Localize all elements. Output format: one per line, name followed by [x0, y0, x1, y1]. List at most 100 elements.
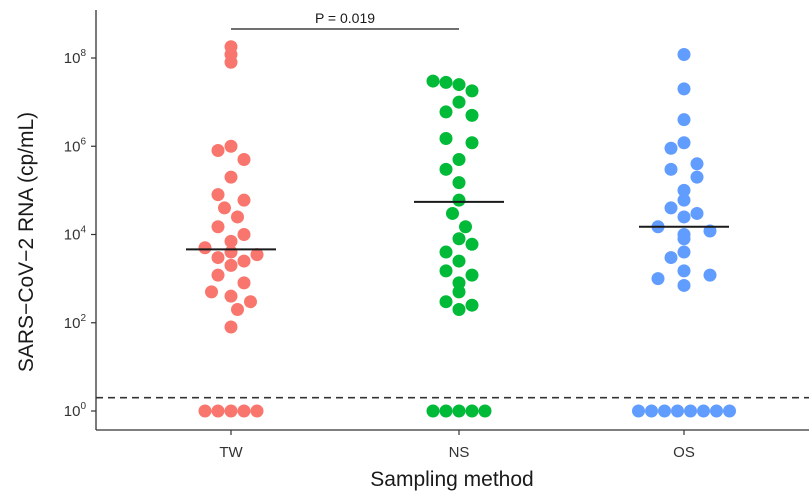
y-tick-label: 104: [64, 225, 87, 244]
data-point: [440, 163, 453, 176]
data-point: [723, 405, 736, 418]
data-point: [645, 405, 658, 418]
significance-annotation: P = 0.019: [231, 10, 459, 29]
data-point: [205, 285, 218, 298]
data-point: [665, 251, 678, 264]
data-point: [466, 405, 479, 418]
data-point: [225, 405, 238, 418]
data-point: [453, 232, 466, 245]
data-point: [691, 157, 704, 170]
data-point: [453, 303, 466, 316]
data-point: [678, 232, 691, 245]
data-point: [710, 405, 723, 418]
data-point: [678, 264, 691, 277]
data-point: [212, 188, 225, 201]
data-point: [244, 295, 257, 308]
data-point: [479, 405, 492, 418]
x-tick-label: OS: [673, 444, 695, 461]
data-point: [658, 405, 671, 418]
data-point: [440, 76, 453, 89]
data-point: [427, 405, 440, 418]
data-point: [678, 194, 691, 207]
data-point: [225, 171, 238, 184]
data-point: [453, 194, 466, 207]
data-point: [697, 405, 710, 418]
data-point: [440, 295, 453, 308]
data-point: [466, 84, 479, 97]
data-point: [466, 299, 479, 312]
data-point: [238, 255, 251, 268]
data-point: [238, 153, 251, 166]
data-point: [238, 194, 251, 207]
data-point: [678, 279, 691, 292]
data-point: [678, 136, 691, 149]
data-point: [231, 210, 244, 223]
x-ticks: TW NS OS: [219, 430, 695, 461]
x-axis-title: Sampling method: [370, 468, 533, 491]
data-point: [225, 56, 238, 69]
p-value-label: P = 0.019: [315, 10, 375, 26]
data-points: [199, 40, 737, 417]
data-point: [632, 405, 645, 418]
data-point: [446, 207, 459, 220]
data-point: [212, 220, 225, 233]
data-point: [684, 405, 697, 418]
data-point: [453, 153, 466, 166]
data-point: [225, 321, 238, 334]
data-point: [466, 238, 479, 251]
data-point: [466, 136, 479, 149]
x-tick-label: NS: [449, 444, 470, 461]
data-point: [466, 109, 479, 122]
data-point: [440, 132, 453, 145]
data-point: [453, 176, 466, 189]
y-tick-label: 106: [64, 136, 87, 155]
data-point: [251, 405, 264, 418]
data-point: [440, 405, 453, 418]
data-point: [440, 105, 453, 118]
data-point: [665, 142, 678, 155]
data-point: [671, 405, 684, 418]
x-tick-label: TW: [219, 444, 243, 461]
data-point: [238, 228, 251, 241]
axes: [96, 10, 809, 430]
data-point: [225, 290, 238, 303]
data-point: [212, 144, 225, 157]
data-point: [238, 276, 251, 289]
data-point: [459, 220, 472, 233]
data-point: [212, 405, 225, 418]
data-point: [678, 210, 691, 223]
data-point: [652, 272, 665, 285]
data-point: [453, 78, 466, 91]
data-point: [225, 259, 238, 272]
data-point: [440, 264, 453, 277]
data-point: [453, 96, 466, 109]
data-point: [199, 241, 212, 254]
data-point: [704, 269, 717, 282]
data-point: [453, 405, 466, 418]
data-point: [678, 113, 691, 126]
data-point: [212, 251, 225, 264]
data-point: [427, 75, 440, 88]
data-point: [678, 246, 691, 259]
data-point: [212, 269, 225, 282]
data-point: [466, 269, 479, 282]
data-point: [238, 405, 251, 418]
data-point: [225, 246, 238, 259]
y-tick-label: 102: [64, 313, 87, 332]
data-point: [453, 285, 466, 298]
data-point: [199, 405, 212, 418]
data-point: [218, 201, 231, 214]
data-point: [453, 255, 466, 268]
data-point: [665, 163, 678, 176]
data-point: [678, 82, 691, 95]
data-point: [225, 140, 238, 153]
data-point: [440, 246, 453, 259]
y-axis-title: SARS−CoV−2 RNA (cp/mL): [15, 112, 38, 372]
data-point: [691, 207, 704, 220]
y-tick-label: 100: [64, 401, 87, 420]
data-point: [691, 171, 704, 184]
data-point: [678, 48, 691, 61]
data-point: [665, 201, 678, 214]
y-ticks: 100 102 104 106 108: [64, 48, 96, 420]
